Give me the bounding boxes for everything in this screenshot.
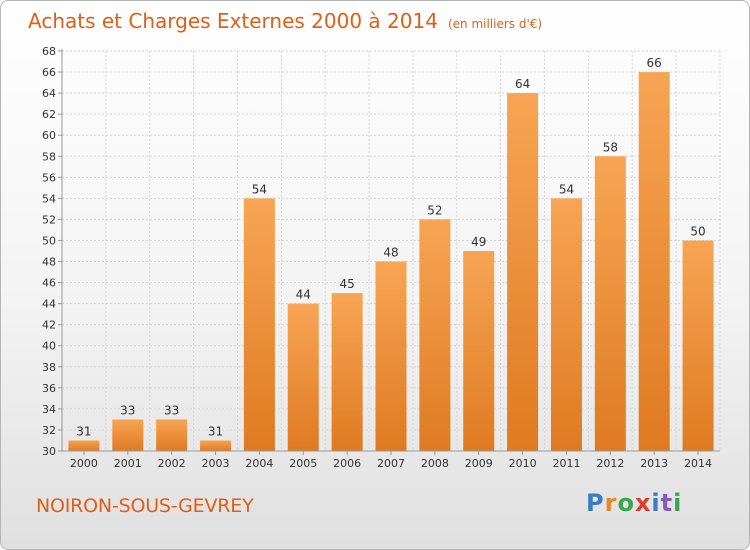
value-label: 45 [339,277,354,291]
bar [375,261,407,451]
value-label: 50 [690,224,705,238]
y-tick-label: 38 [42,361,56,374]
y-tick-label: 30 [42,445,56,458]
value-label: 54 [559,182,574,196]
y-tick-label: 36 [42,382,56,395]
value-label: 49 [471,235,486,249]
y-tick-label: 32 [42,424,56,437]
logo-letter: o [617,489,635,517]
axes: 30 32 34 36 38 40 42 44 46 48 50 52 54 56 58 60 62 64 66 68… [42,45,720,470]
x-tick-label: 2012 [596,457,624,470]
y-tick-label: 40 [42,340,56,353]
x-tick-label: 2009 [465,457,493,470]
x-tick-label: 2005 [289,457,317,470]
place-name: NOIRON-SOUS-GEVREY [36,495,254,517]
bar [682,240,714,451]
logo-letter: t [660,489,674,517]
x-tick-label: 2001 [114,457,142,470]
x-tick-label: 2006 [333,457,361,470]
bar [594,156,626,451]
value-label: 33 [120,403,135,417]
logo-letter: x [634,489,652,517]
y-tick-label: 54 [42,192,56,205]
y-tick-label: 44 [42,298,56,311]
logo-letter: P [586,489,605,517]
logo-letter: r [604,489,618,517]
x-tick-label: 2007 [377,457,405,470]
bar [68,440,100,451]
value-label: 48 [383,246,398,260]
value-label: 52 [427,203,442,217]
value-label: 66 [647,56,662,70]
value-label: 31 [208,424,223,438]
y-tick-label: 62 [42,108,56,121]
y-tick-label: 56 [42,171,56,184]
y-tick-label: 66 [42,66,56,79]
y-tick-label: 50 [42,234,56,247]
bar [331,293,363,451]
value-label: 64 [515,77,530,91]
y-tick-label: 34 [42,403,56,416]
y-tick-label: 42 [42,319,56,332]
bar [638,72,670,451]
value-label: 44 [296,288,311,302]
bar [156,419,188,451]
value-label: 54 [252,182,267,196]
x-tick-label: 2011 [552,457,580,470]
y-tick-label: 48 [42,256,56,269]
bar [200,440,232,451]
y-tick-label: 60 [42,129,56,142]
logo-letter: i [673,489,683,517]
x-tick-label: 2004 [245,457,273,470]
y-tick-label: 52 [42,213,56,226]
proxiti-logo[interactable]: Proxiti [586,489,682,517]
chart-title: Achats et Charges Externes 2000 à 2014 (e… [28,9,542,33]
x-tick-label: 2003 [202,457,230,470]
x-tick-label: 2002 [158,457,186,470]
value-label: 31 [76,424,91,438]
unit-label: (en milliers d'€) [447,17,543,31]
bar [419,219,451,451]
x-tick-label: 2014 [684,457,712,470]
bar [463,251,495,451]
bar [243,198,275,451]
value-label: 33 [164,403,179,417]
bars: 31 33 33 31 54 44 45 48 52 49 64 54 58 66 50 [68,56,714,452]
bar [112,419,144,451]
bar [507,93,539,452]
value-label: 58 [603,140,618,154]
logo-letter: i [651,489,661,517]
y-tick-label: 46 [42,277,56,290]
x-tick-label: 2010 [509,457,537,470]
y-tick-label: 64 [42,87,56,100]
y-tick-label: 58 [42,150,56,163]
x-tick-label: 2000 [70,457,98,470]
y-tick-label: 68 [42,45,56,58]
x-tick-label: 2013 [640,457,668,470]
title-text: Achats et Charges Externes 2000 à 2014 [28,9,438,33]
x-tick-label: 2008 [421,457,449,470]
bar [287,303,319,451]
bar [550,198,582,451]
